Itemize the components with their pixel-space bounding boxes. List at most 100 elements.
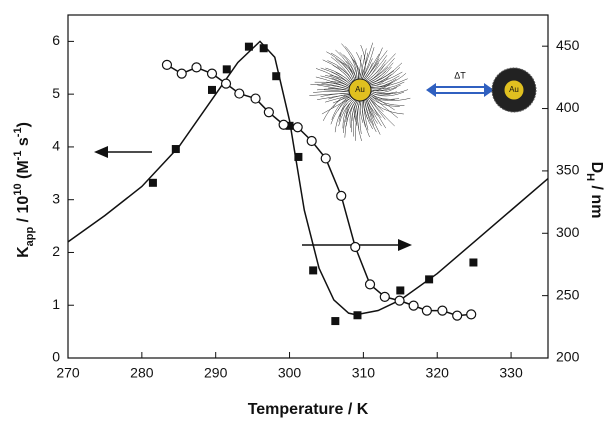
ligand-hair bbox=[366, 98, 375, 118]
label-part: -1 bbox=[12, 151, 24, 161]
ligand-hair bbox=[360, 42, 374, 80]
y2-tick-label: 250 bbox=[556, 286, 580, 302]
ligand-hair bbox=[345, 100, 357, 127]
ligand-hair bbox=[353, 59, 361, 80]
x-tick-label: 280 bbox=[130, 365, 154, 381]
ligand-hair bbox=[364, 99, 371, 123]
x-axis-label: Temperature / K bbox=[248, 401, 369, 418]
arrow-head bbox=[398, 239, 412, 251]
circle-marker bbox=[161, 59, 173, 70]
y-tick-label: 3 bbox=[52, 190, 60, 206]
circle-marker bbox=[364, 279, 376, 290]
ligand-hair bbox=[363, 100, 369, 131]
label-part: 10 bbox=[12, 183, 24, 195]
x-tick-label: 270 bbox=[56, 365, 80, 381]
ligand-hair bbox=[364, 50, 388, 81]
ligand-hair bbox=[332, 64, 353, 83]
ligand-hair bbox=[315, 68, 351, 86]
ligand-hair bbox=[321, 83, 350, 90]
square-marker bbox=[272, 72, 281, 81]
y-tick-label: 5 bbox=[52, 85, 60, 101]
ligand-hair bbox=[331, 71, 351, 85]
ligand-hair bbox=[363, 53, 380, 80]
ligand-hair bbox=[368, 96, 404, 115]
label-part: (M bbox=[15, 160, 32, 183]
ligand-hair bbox=[356, 52, 363, 80]
y2-tick-label: 350 bbox=[556, 162, 580, 178]
x-tick-label: 290 bbox=[204, 365, 228, 381]
circle-marker bbox=[250, 93, 261, 104]
circle-marker bbox=[206, 68, 218, 79]
circle-marker bbox=[421, 305, 432, 316]
ligand-hair bbox=[313, 91, 350, 93]
y-tick-label: 1 bbox=[52, 296, 60, 312]
ligand-hair bbox=[370, 92, 393, 96]
label-part: s bbox=[15, 137, 32, 150]
ligand-hair bbox=[338, 98, 354, 127]
square-marker bbox=[396, 286, 405, 295]
direction-arrows bbox=[94, 146, 412, 251]
label-part: D bbox=[588, 162, 605, 174]
ligand-hair bbox=[370, 75, 400, 87]
ligand-hair bbox=[369, 94, 405, 106]
circle-marker bbox=[437, 305, 448, 316]
ligand-hair bbox=[369, 95, 400, 107]
ligand-hair bbox=[369, 70, 395, 85]
ligand-hair bbox=[350, 56, 359, 80]
y2-tick-label: 200 bbox=[556, 349, 580, 365]
ligand-hair bbox=[367, 67, 389, 83]
y2-tick-label: 400 bbox=[556, 99, 580, 115]
ligand-hair bbox=[330, 56, 353, 82]
circle-marker bbox=[220, 78, 232, 89]
ligand-hair bbox=[370, 78, 408, 88]
ligand-hair bbox=[365, 55, 388, 81]
ligand-hair bbox=[365, 99, 374, 126]
arrow-head bbox=[484, 83, 494, 97]
ligand-hair bbox=[345, 99, 356, 122]
circle-marker bbox=[263, 107, 274, 118]
circle-marker bbox=[191, 62, 202, 73]
gold-core bbox=[348, 78, 372, 102]
ligand-hair bbox=[370, 81, 405, 90]
core-label: Au bbox=[509, 85, 519, 94]
arrow-head bbox=[94, 146, 108, 158]
label-part: -1 bbox=[12, 127, 24, 137]
x-tick-label: 300 bbox=[278, 365, 302, 381]
ligand-hair bbox=[370, 93, 400, 100]
circle-marker bbox=[452, 310, 463, 321]
square-marker bbox=[353, 311, 362, 320]
label-part: H bbox=[584, 173, 596, 181]
plot-frame bbox=[67, 14, 549, 359]
ligand-hair bbox=[338, 98, 353, 122]
ligand-hair bbox=[361, 100, 366, 127]
y-axis-label: Kapp / 1010 (M-1 s-1) bbox=[12, 122, 36, 258]
ligand-hair bbox=[352, 100, 359, 137]
core-label: Au bbox=[355, 85, 365, 94]
circle-marker bbox=[320, 153, 331, 164]
circle-marker bbox=[306, 135, 317, 147]
y-tick-label: 2 bbox=[52, 243, 60, 259]
y-tick-label: 0 bbox=[52, 349, 60, 365]
ligand-hair bbox=[369, 71, 403, 86]
ligand-hair bbox=[367, 97, 386, 129]
circle-marker bbox=[234, 88, 245, 99]
circle-marker bbox=[408, 300, 419, 311]
ligand-hair bbox=[332, 94, 350, 109]
square-marker bbox=[259, 44, 268, 53]
circle-marker bbox=[278, 119, 289, 130]
label-part: ) bbox=[15, 122, 32, 127]
ligand-hair bbox=[368, 71, 387, 84]
square-marker bbox=[331, 317, 340, 326]
circle-marker bbox=[379, 291, 390, 302]
circle-marker bbox=[394, 295, 405, 306]
square-marker bbox=[148, 178, 157, 187]
ligand-hair bbox=[366, 53, 396, 82]
label-part: app bbox=[24, 227, 36, 247]
ligand-hair bbox=[331, 77, 350, 88]
square-marker bbox=[469, 258, 478, 267]
series-line bbox=[166, 64, 472, 317]
square-marker bbox=[222, 65, 231, 74]
square-marker bbox=[244, 42, 253, 51]
